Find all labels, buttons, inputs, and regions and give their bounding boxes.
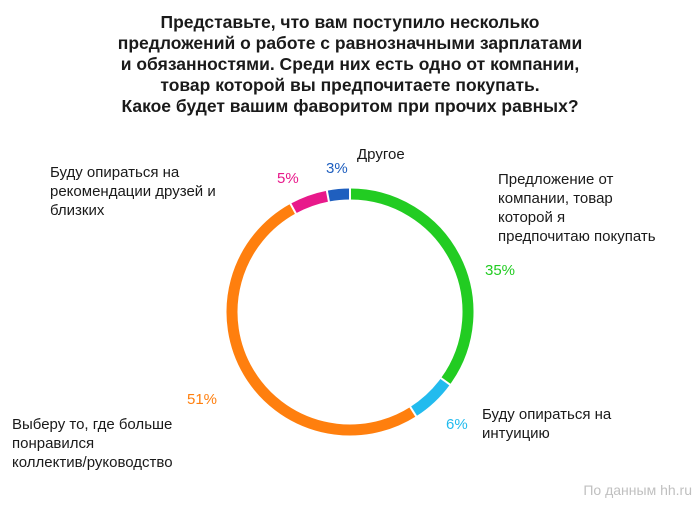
slice-separator: [435, 374, 455, 389]
label-line: Выберу то, где больше: [12, 416, 173, 433]
label-line: Буду опираться на: [482, 406, 612, 423]
pct-intuition: 6%: [446, 416, 468, 433]
title-line: Какое будет вашим фаворитом при прочих р…: [121, 96, 579, 116]
label-line: рекомендации друзей и: [50, 183, 216, 200]
label-team: Выберу то, где больше понравился коллект…: [12, 415, 173, 472]
slice-other: [326, 188, 351, 202]
label-line: интуицию: [482, 425, 550, 442]
label-intuition: Буду опираться на интуицию: [482, 405, 611, 443]
title-line: предложений о работе с равнозначными зар…: [117, 33, 583, 53]
donut-slices: [226, 183, 474, 436]
label-line: Буду опираться на: [50, 164, 180, 181]
slice-friends: [290, 190, 330, 214]
pct-friends: 5%: [277, 170, 299, 187]
slice-preferred-company: [349, 188, 474, 385]
label-line: понравился: [12, 435, 95, 452]
pct-preferred-company: 35%: [485, 262, 516, 279]
pct-team: 51%: [187, 391, 218, 408]
title-line: и обязанностями. Среди них есть одно от …: [120, 54, 580, 74]
chart-title: Представьте, что вам поступило несколько…: [60, 12, 640, 117]
title-line: Представьте, что вам поступило несколько: [160, 12, 540, 32]
label-preferred-company: Предложение от компании, товар которой я…: [498, 170, 656, 246]
label-friends: Буду опираться на рекомендации друзей и …: [50, 163, 216, 220]
title-line: товар которой вы предпочитаете покупать.: [160, 75, 540, 95]
label-line: которой я: [498, 209, 566, 226]
label-line: Предложение от: [498, 171, 614, 188]
slice-separator: [286, 198, 300, 219]
label-line: коллектив/руководство: [12, 454, 173, 471]
slice-intuition: [410, 377, 450, 417]
slice-separator: [406, 401, 420, 422]
label-line: предпочитаю покупать: [498, 228, 656, 245]
label-line: Другое: [357, 146, 405, 163]
pct-other: 3%: [326, 160, 348, 177]
label-line: компании, товар: [498, 190, 613, 207]
slice-separator: [324, 185, 331, 208]
slice-team: [226, 203, 417, 436]
source-note: По данным hh.ru: [583, 482, 692, 498]
label-line: близких: [50, 202, 105, 219]
label-other: Другое: [357, 145, 405, 164]
